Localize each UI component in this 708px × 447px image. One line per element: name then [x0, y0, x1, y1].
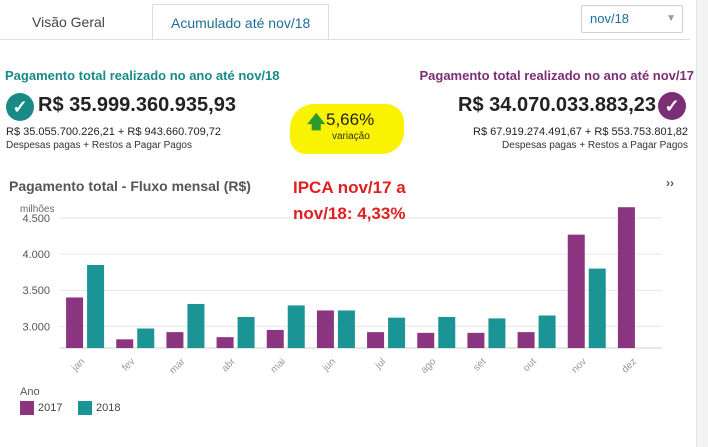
y-tick-label: 3.500 — [22, 285, 50, 297]
tab-acumulado[interactable]: Acumulado até nov/18 — [152, 4, 330, 40]
bar-2018-jan[interactable] — [87, 264, 105, 348]
bar-2017-ago[interactable] — [417, 332, 435, 348]
ipca-annotation-line2: nov/18: 4,33% — [293, 204, 406, 223]
x-tick-label: set — [471, 356, 488, 373]
kpi-previous-breakdown: R$ 67.919.274.491,67 + R$ 553.753.801,82 — [473, 126, 688, 138]
y-tick-label: 4.500 — [22, 213, 50, 225]
bar-2018-jul[interactable] — [388, 317, 406, 348]
bar-2017-out[interactable] — [517, 332, 535, 348]
y-tick-label: 4.000 — [22, 249, 50, 261]
bar-2018-ago[interactable] — [438, 316, 456, 348]
bar-2017-jun[interactable] — [316, 310, 334, 348]
variation-value: 5,66% — [326, 110, 375, 129]
expand-icon[interactable]: ›› — [666, 176, 674, 190]
tab-divider — [0, 39, 690, 40]
kpi-current-note: Despesas pagas + Restos a Pagar Pagos — [6, 140, 192, 151]
period-select-value: nov/18 — [590, 11, 630, 26]
arrow-up-icon: 🡅 — [307, 112, 326, 132]
bar-2017-mai[interactable] — [266, 329, 284, 348]
tab-visao-geral[interactable]: Visão Geral — [32, 14, 105, 30]
bar-2018-abr[interactable] — [237, 316, 255, 348]
legend-label-2017: 2017 — [38, 402, 63, 414]
chart-title: Pagamento total - Fluxo mensal (R$) — [9, 178, 251, 194]
kpi-current-total: R$ 35.999.360.935,93 — [38, 94, 236, 116]
bar-2018-mar[interactable] — [187, 303, 205, 348]
bar-2017-set[interactable] — [467, 332, 485, 348]
scrollbar[interactable] — [696, 0, 708, 447]
bar-2018-fev[interactable] — [137, 328, 155, 348]
x-tick-label: out — [521, 356, 539, 374]
x-tick-label: mai — [269, 356, 288, 375]
bar-2017-fev[interactable] — [116, 339, 134, 348]
bar-2018-out[interactable] — [538, 315, 556, 348]
legend-item-2017[interactable]: 2017 — [20, 401, 80, 415]
monthly-bar-chart: milhões 3.000 3.500 4.000 4.500 jan fev mar abr… — [20, 204, 662, 376]
bar-2017-mar[interactable] — [166, 332, 184, 348]
x-tick-label: fev — [120, 356, 137, 373]
legend-swatch-2017 — [20, 401, 34, 415]
chevron-down-icon: ▼ — [666, 13, 676, 24]
bar-2017-jan[interactable] — [66, 297, 84, 348]
bar-2018-mai[interactable] — [287, 305, 305, 348]
x-tick-label: nov — [570, 356, 589, 375]
kpi-previous-total: R$ 34.070.033.883,23 — [458, 94, 656, 116]
kpi-current-breakdown: R$ 35.055.700.226,21 + R$ 943.660.709,72 — [6, 126, 221, 138]
check-circle-icon: ✓ — [658, 92, 686, 120]
legend-item-2018[interactable]: 2018 — [78, 401, 138, 415]
bar-2018-set[interactable] — [488, 318, 506, 348]
bar-2017-dez[interactable] — [617, 207, 635, 348]
bar-2017-jul[interactable] — [367, 332, 385, 348]
bar-2017-abr[interactable] — [216, 337, 234, 348]
kpi-previous-note: Despesas pagas + Restos a Pagar Pagos — [502, 140, 688, 151]
check-circle-icon: ✓ — [6, 93, 34, 121]
kpi-current-title: Pagamento total realizado no ano até nov… — [5, 68, 280, 83]
period-select[interactable]: nov/18 ▼ — [581, 5, 683, 33]
variation-label: variação — [332, 131, 370, 142]
variation-highlight — [290, 104, 404, 154]
kpi-previous-title: Pagamento total realizado no ano até nov… — [419, 68, 694, 83]
x-tick-label: ago — [419, 356, 439, 376]
bar-2018-nov[interactable] — [588, 268, 606, 348]
y-axis-unit-label: milhões — [20, 204, 54, 215]
x-tick-label: dez — [620, 356, 639, 375]
y-tick-label: 3.000 — [22, 321, 50, 333]
ipca-annotation-line1: IPCA nov/17 a — [293, 178, 406, 197]
x-tick-label: abr — [220, 356, 238, 374]
x-tick-label: jan — [69, 356, 87, 374]
x-tick-label: jul — [373, 356, 389, 372]
tab-bar: Visão Geral Acumulado até nov/18 nov/18 … — [0, 0, 708, 40]
bar-2018-jun[interactable] — [337, 310, 355, 348]
x-tick-label: mar — [168, 356, 188, 376]
bar-2017-nov[interactable] — [567, 234, 585, 348]
legend-swatch-2018 — [78, 401, 92, 415]
legend-title: Ano — [20, 386, 40, 398]
legend-label-2018: 2018 — [96, 402, 121, 414]
x-tick-label: jun — [320, 356, 338, 374]
